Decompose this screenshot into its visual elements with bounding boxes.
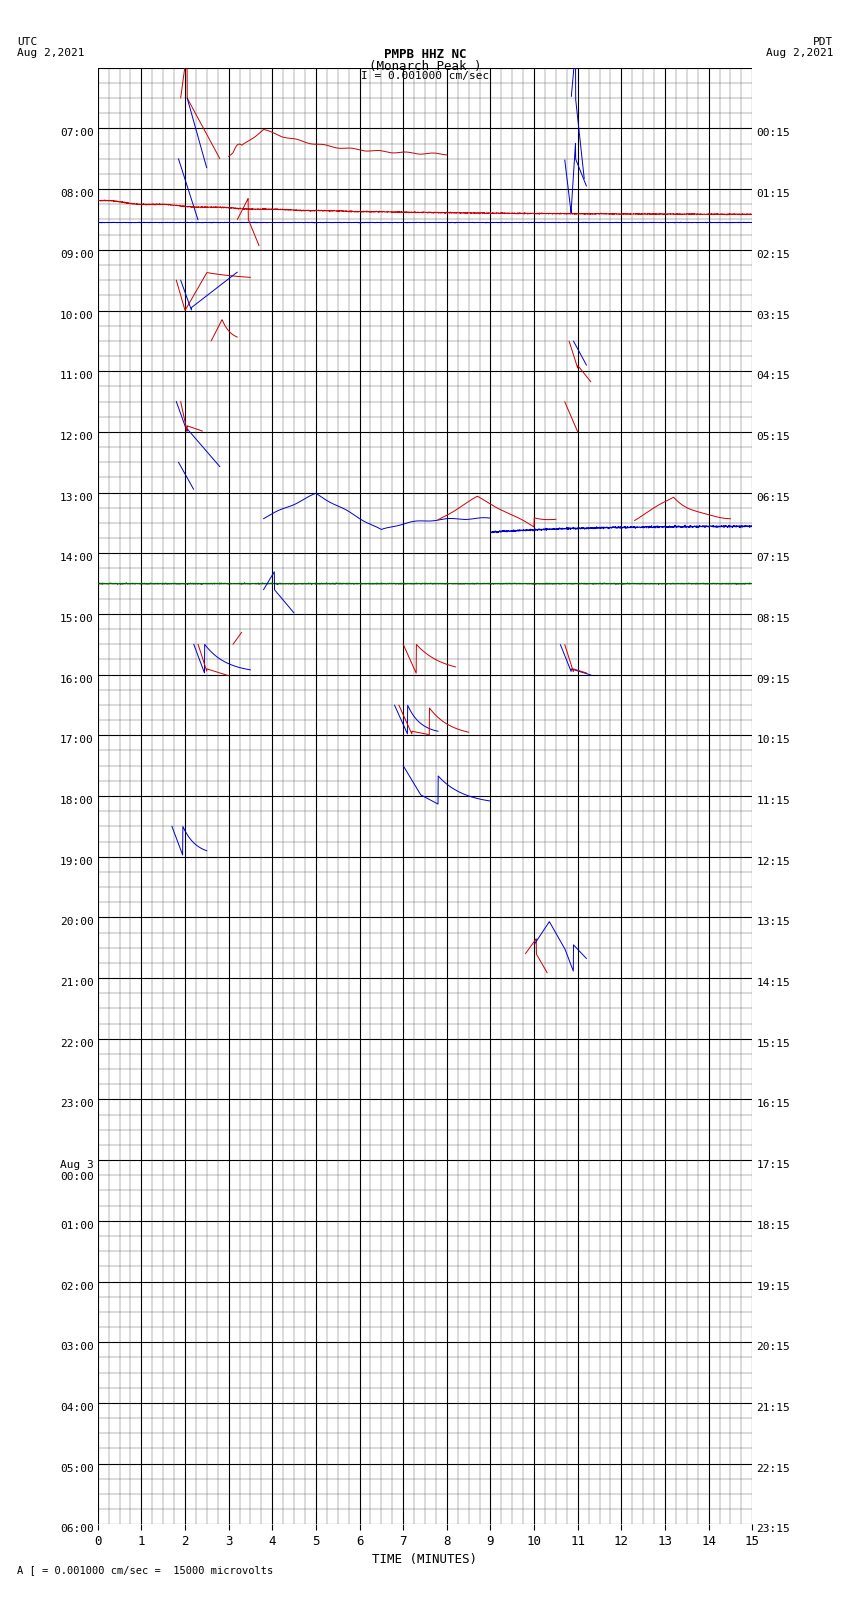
- Text: (Monarch Peak ): (Monarch Peak ): [369, 60, 481, 73]
- Text: Aug 2,2021: Aug 2,2021: [17, 48, 84, 58]
- Text: Aug 2,2021: Aug 2,2021: [766, 48, 833, 58]
- Text: UTC: UTC: [17, 37, 37, 47]
- Text: PMPB HHZ NC: PMPB HHZ NC: [383, 48, 467, 61]
- Text: PDT: PDT: [813, 37, 833, 47]
- X-axis label: TIME (MINUTES): TIME (MINUTES): [372, 1553, 478, 1566]
- Text: I = 0.001000 cm/sec: I = 0.001000 cm/sec: [361, 71, 489, 81]
- Text: A [ = 0.001000 cm/sec =  15000 microvolts: A [ = 0.001000 cm/sec = 15000 microvolts: [17, 1565, 273, 1574]
